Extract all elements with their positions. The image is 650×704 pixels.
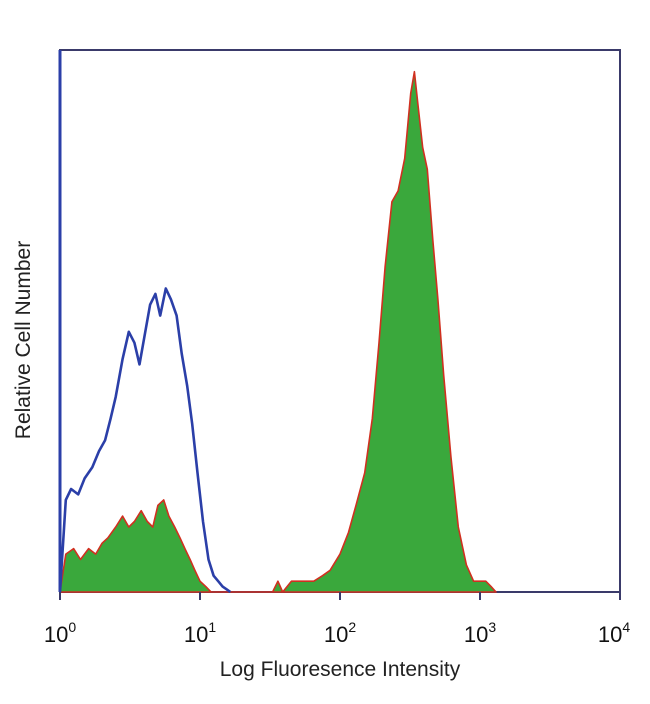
x-tick-label: 104 [598, 619, 630, 647]
series-outline-line [58, 287, 232, 594]
x-tick-label: 103 [464, 619, 496, 647]
x-tick-label: 102 [324, 619, 356, 647]
y-axis-title: Relative Cell Number [12, 241, 35, 439]
series-filled-area [59, 70, 497, 593]
x-tick-label: 100 [44, 619, 76, 647]
x-axis-title: Log Fluoresence Intensity [220, 658, 461, 681]
x-tick-label: 101 [184, 619, 216, 647]
plot-frame [59, 49, 621, 593]
series-layer [58, 70, 497, 594]
x-ticks: 100 101 102 103 104 [44, 592, 630, 647]
